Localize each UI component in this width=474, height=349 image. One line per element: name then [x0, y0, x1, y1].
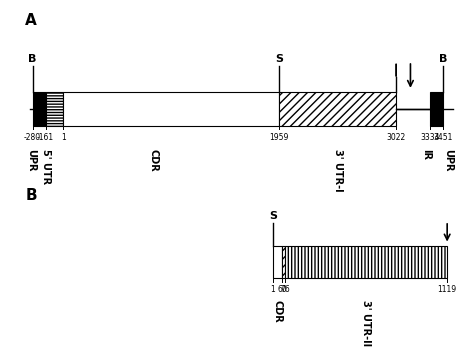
- Text: 3334: 3334: [421, 133, 440, 142]
- Text: -280: -280: [24, 133, 41, 142]
- Text: 5' UTR: 5' UTR: [41, 149, 51, 184]
- Bar: [279, 92, 396, 126]
- Bar: [282, 246, 285, 278]
- Text: B: B: [439, 54, 447, 64]
- Bar: [64, 92, 279, 126]
- Bar: [46, 92, 64, 126]
- Bar: [285, 246, 447, 278]
- Text: A: A: [25, 13, 36, 28]
- Text: 1959: 1959: [269, 133, 289, 142]
- Text: UPR: UPR: [26, 149, 36, 171]
- Text: B: B: [25, 188, 37, 203]
- Text: 3' UTR-I: 3' UTR-I: [333, 149, 343, 191]
- Text: 3022: 3022: [386, 133, 406, 142]
- Bar: [430, 92, 443, 126]
- Text: 76: 76: [280, 285, 290, 294]
- Text: UPR: UPR: [443, 149, 453, 171]
- Text: S: S: [269, 211, 277, 221]
- Text: 1: 1: [271, 285, 275, 294]
- Text: 1119: 1119: [438, 285, 457, 294]
- Text: 1: 1: [61, 133, 66, 142]
- Text: 3451: 3451: [434, 133, 453, 142]
- Text: -161: -161: [37, 133, 54, 142]
- Text: IR: IR: [420, 149, 431, 160]
- Text: S: S: [275, 54, 283, 64]
- Bar: [273, 246, 282, 278]
- Text: B: B: [28, 54, 36, 64]
- Text: 60: 60: [277, 285, 287, 294]
- Text: 3' UTR-II: 3' UTR-II: [361, 300, 371, 346]
- Bar: [33, 92, 46, 126]
- Text: CDR: CDR: [149, 149, 159, 171]
- Text: CDR: CDR: [273, 300, 283, 323]
